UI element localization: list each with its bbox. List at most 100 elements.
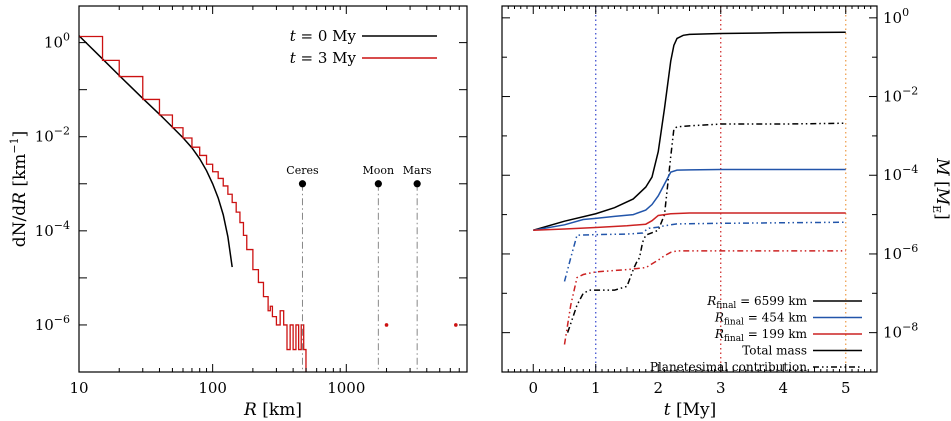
left-ytick-label-1: 10−2 (35, 125, 70, 146)
right-legend-label-0: Rfinal = 6599 km (706, 294, 807, 311)
right-legend-rvar-0: R (706, 294, 716, 308)
reference-bodies: Ceres Moon Mars (286, 164, 432, 372)
left-ylabel-close: ] (10, 131, 30, 138)
right-ytick-label-2: 10−4 (883, 163, 918, 184)
left-ytick-exp-0: 0 (63, 31, 70, 44)
right-xtick-label-2: 2 (653, 379, 663, 397)
right-ytick-label-4: 10−8 (883, 321, 918, 342)
left-ytick-base-0: 10 (44, 34, 63, 52)
right-legend-label-2: Rfinal = 199 km (714, 327, 808, 344)
right-legend-rest-1: = 454 km (744, 311, 808, 325)
left-xtick-label-0: 10 (69, 379, 88, 397)
right-ylabel-var: M (932, 157, 951, 176)
left-ytick-base-3: 10 (35, 316, 54, 334)
left-legend: t = 0 Myt = 3 My (290, 27, 437, 67)
left-xlabel-unit: [km] (257, 400, 302, 420)
left-ytick-exp-1: −2 (54, 125, 70, 138)
left-ytick-label-3: 10−6 (35, 313, 70, 334)
right-legend-rvar-1: R (714, 311, 724, 325)
left-ytick-base-2: 10 (35, 222, 54, 240)
reference-dot-0 (298, 180, 307, 188)
left-point-1 (454, 323, 458, 327)
left-point-0 (384, 323, 389, 327)
right-series-line-0 (533, 31, 846, 231)
right-plot-frame (501, 5, 878, 373)
right-ytick-label-3: 10−6 (883, 242, 918, 263)
left-ylabel-var: R (10, 192, 30, 206)
right-ytick-label-1: 10−2 (883, 85, 918, 106)
right-legend-sub-0: final (716, 301, 736, 311)
legend-rest-0: = 0 My (296, 27, 357, 45)
legend-var-1: t (290, 49, 297, 67)
left-xtick-label-1: 100 (198, 379, 227, 397)
right-legend-label-4: Planetesimal contribution (650, 360, 807, 374)
right-legend-sub-2: final (724, 334, 744, 344)
legend-label-1: t = 3 My (290, 49, 357, 67)
right-ytick-base-4: 10 (883, 324, 902, 342)
left-ylabel-slash: /d (10, 205, 30, 222)
right-series-line-1 (566, 122, 846, 333)
right-legend-rest-2: = 199 km (744, 327, 808, 341)
left-series-line-0 (79, 35, 233, 268)
left-ylabel-d1: dN (10, 221, 30, 247)
legend-rest-1: = 3 My (296, 49, 357, 67)
left-ytick-base-1: 10 (35, 128, 54, 146)
right-xtick-label-5: 5 (841, 379, 851, 397)
left-x-axis-label: R [km] (243, 400, 302, 420)
right-ytick-base-2: 10 (883, 166, 902, 184)
right-series-line-3 (563, 221, 846, 282)
left-ytick-label-2: 10−4 (35, 219, 70, 240)
right-series-line-2 (533, 168, 846, 231)
right-legend-label-1: Rfinal = 454 km (714, 311, 808, 328)
reference-label-2: Mars (403, 164, 432, 177)
right-y-axis-label: M [ME] (930, 157, 951, 220)
right-xtick-label-4: 4 (778, 379, 788, 397)
right-xlabel-var: t (664, 400, 671, 420)
right-ytick-base-1: 10 (883, 88, 902, 106)
left-y-axis-label: dN/dR [km−1] (8, 131, 30, 248)
left-ylabel-unit: [km (10, 154, 30, 192)
right-ytick-exp-2: −4 (902, 163, 918, 176)
left-xtick-label-2: 1000 (327, 379, 365, 397)
right-ylabel-close: ] (932, 213, 951, 220)
left-xlabel-var: R (243, 400, 257, 420)
reference-dot-2 (413, 180, 421, 188)
right-ytick-exp-1: −2 (902, 85, 918, 98)
right-ytick-base-3: 10 (883, 245, 902, 263)
right-ytick-label-0: 100 (883, 6, 909, 27)
left-ytick-label-0: 100 (44, 31, 70, 52)
right-ylabel-open: [ (932, 176, 951, 188)
reference-dot-1 (374, 180, 382, 188)
left-ytick-exp-3: −6 (54, 313, 70, 326)
right-series-line-4 (533, 212, 846, 232)
right-legend-label-3: Total mass (742, 344, 807, 358)
left-ytick-exp-2: −4 (54, 219, 70, 232)
right-xtick-label-1: 1 (591, 379, 601, 397)
right-ytick-exp-0: 0 (902, 6, 909, 19)
right-ytick-base-0: 10 (883, 9, 902, 27)
right-ylabel-unit-sub: E (930, 205, 943, 213)
right-series-group (533, 31, 846, 345)
right-ytick-exp-3: −6 (902, 242, 918, 255)
left-ylabel-exp: −1 (8, 137, 21, 153)
right-legend-sub-1: final (724, 318, 744, 328)
right-xtick-label-0: 0 (528, 379, 538, 397)
right-xtick-label-3: 3 (716, 379, 726, 397)
right-series-line-5 (563, 250, 846, 345)
right-legend-rest-0: = 6599 km (736, 294, 807, 308)
legend-label-0: t = 0 My (290, 27, 357, 45)
right-ytick-exp-4: −8 (902, 321, 918, 334)
right-ylabel-unit-var: M (932, 187, 951, 206)
right-xlabel-unit: [My] (671, 400, 717, 420)
reference-label-1: Moon (363, 164, 395, 177)
reference-label-0: Ceres (286, 164, 319, 177)
left-plot-frame (78, 5, 468, 373)
left-series-group (79, 35, 458, 372)
left-series-line-1 (79, 35, 307, 372)
legend-var-0: t (290, 27, 297, 45)
